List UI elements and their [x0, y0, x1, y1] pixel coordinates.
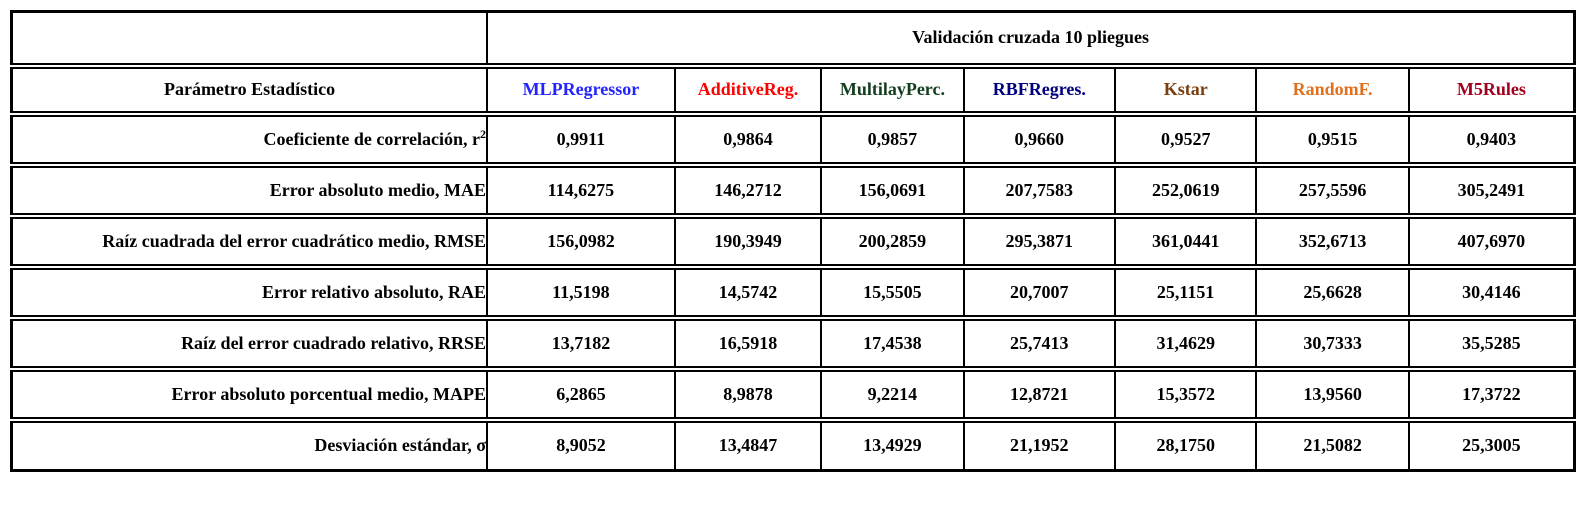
value-cell: 207,7583	[962, 161, 1117, 217]
value-cell: 25,1151	[1114, 263, 1258, 319]
value-cell: 0,9527	[1114, 110, 1258, 166]
model-header-multilayperc: MultilayPerc.	[820, 62, 965, 115]
model-header-additivereg: AdditiveReg.	[673, 62, 823, 115]
value-cell: 352,6713	[1255, 212, 1410, 268]
value-cell: 15,3572	[1114, 365, 1258, 421]
table-row: Raíz del error cuadrado relativo, RRSE 13…	[10, 314, 1576, 370]
row-label: Error absoluto medio, MAE	[10, 161, 489, 217]
table-row: Raíz cuadrada del error cuadrático medio…	[10, 212, 1576, 268]
value-cell: 114,6275	[486, 161, 676, 217]
table-row: Error absoluto porcentual medio, MAPE 6,2…	[10, 365, 1576, 421]
header-top-row: Validación cruzada 10 pliegues	[10, 10, 1576, 67]
value-cell: 156,0982	[486, 212, 676, 268]
model-header-rbfregres: RBFRegres.	[962, 62, 1117, 115]
value-cell: 21,5082	[1255, 416, 1410, 472]
value-cell: 13,9560	[1255, 365, 1410, 421]
model-header-row: Parámetro Estadístico MLPRegressor Additi…	[10, 62, 1576, 115]
value-cell: 0,9660	[962, 110, 1117, 166]
value-cell: 8,9052	[486, 416, 676, 472]
value-cell: 13,4847	[673, 416, 823, 472]
value-cell: 252,0619	[1114, 161, 1258, 217]
value-cell: 11,5198	[486, 263, 676, 319]
row-label: Coeficiente de correlación, r2	[10, 110, 489, 166]
value-cell: 28,1750	[1114, 416, 1258, 472]
value-cell: 21,1952	[962, 416, 1117, 472]
value-cell: 30,4146	[1407, 263, 1576, 319]
value-cell: 25,6628	[1255, 263, 1410, 319]
value-cell: 0,9515	[1255, 110, 1410, 166]
value-cell: 20,7007	[962, 263, 1117, 319]
value-cell: 31,4629	[1114, 314, 1258, 370]
value-cell: 14,5742	[673, 263, 823, 319]
value-cell: 8,9878	[673, 365, 823, 421]
corner-empty-cell	[10, 10, 489, 67]
value-cell: 0,9864	[673, 110, 823, 166]
row-label: Error relativo absoluto, RAE	[10, 263, 489, 319]
value-cell: 0,9911	[486, 110, 676, 166]
value-cell: 12,8721	[962, 365, 1117, 421]
value-cell: 361,0441	[1114, 212, 1258, 268]
value-cell: 13,7182	[486, 314, 676, 370]
row-label-superscript: 2	[480, 126, 487, 141]
value-cell: 295,3871	[962, 212, 1117, 268]
model-header-m5rules: M5Rules	[1407, 62, 1576, 115]
row-label: Raíz cuadrada del error cuadrático medio…	[10, 212, 489, 268]
value-cell: 6,2865	[486, 365, 676, 421]
value-cell: 0,9857	[820, 110, 965, 166]
table-body: Validación cruzada 10 pliegues Parámetro…	[10, 10, 1576, 472]
value-cell: 35,5285	[1407, 314, 1576, 370]
value-cell: 190,3949	[673, 212, 823, 268]
cross-validation-header: Validación cruzada 10 pliegues	[486, 10, 1576, 67]
model-header-mlpregressor: MLPRegressor	[486, 62, 676, 115]
statistics-table: Validación cruzada 10 pliegues Parámetro…	[10, 10, 1576, 472]
value-cell: 156,0691	[820, 161, 965, 217]
table-row: Desviación estándar, σ 8,9052 13,4847 13,49…	[10, 416, 1576, 472]
table-row: Error absoluto medio, MAE 114,6275 146,271…	[10, 161, 1576, 217]
value-cell: 25,3005	[1407, 416, 1576, 472]
value-cell: 17,4538	[820, 314, 965, 370]
value-cell: 30,7333	[1255, 314, 1410, 370]
value-cell: 13,4929	[820, 416, 965, 472]
value-cell: 200,2859	[820, 212, 965, 268]
value-cell: 0,9403	[1407, 110, 1576, 166]
model-header-kstar: Kstar	[1114, 62, 1258, 115]
row-label: Raíz del error cuadrado relativo, RRSE	[10, 314, 489, 370]
table-row: Error relativo absoluto, RAE 11,5198 14,57…	[10, 263, 1576, 319]
value-cell: 17,3722	[1407, 365, 1576, 421]
value-cell: 407,6970	[1407, 212, 1576, 268]
model-header-randomf: RandomF.	[1255, 62, 1410, 115]
value-cell: 16,5918	[673, 314, 823, 370]
value-cell: 146,2712	[673, 161, 823, 217]
value-cell: 25,7413	[962, 314, 1117, 370]
table-row: Coeficiente de correlación, r2 0,9911 0,98…	[10, 110, 1576, 166]
value-cell: 15,5505	[820, 263, 965, 319]
value-cell: 305,2491	[1407, 161, 1576, 217]
value-cell: 257,5596	[1255, 161, 1410, 217]
parameter-column-header: Parámetro Estadístico	[10, 62, 489, 115]
row-label: Desviación estándar, σ	[10, 416, 489, 472]
row-label: Error absoluto porcentual medio, MAPE	[10, 365, 489, 421]
value-cell: 9,2214	[820, 365, 965, 421]
